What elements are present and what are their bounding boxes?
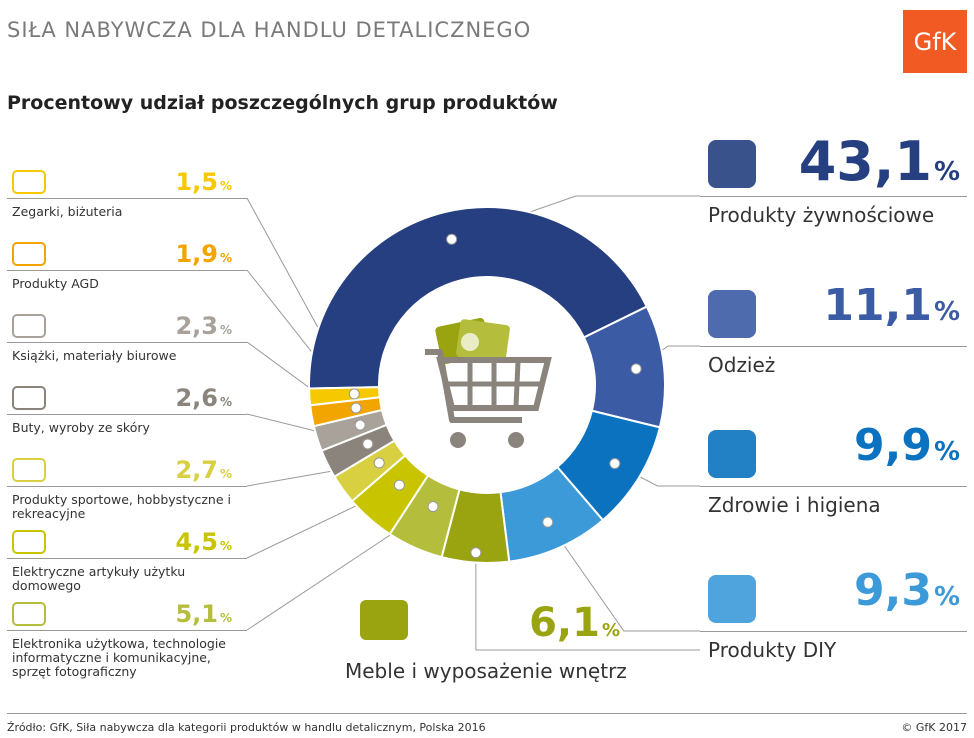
heart-bottle-icon — [708, 430, 756, 478]
left-pct-2: 2,3% — [175, 312, 232, 340]
dot-right-0 — [446, 233, 458, 245]
segment-11 — [308, 386, 381, 407]
dot-left-6 — [427, 501, 439, 513]
right-label-2: Zdrowie i higiena — [708, 493, 881, 517]
left-divider-2 — [7, 342, 247, 343]
left-divider-5 — [7, 558, 247, 559]
bag-shoe-icon — [12, 386, 46, 410]
left-divider-4 — [7, 486, 247, 487]
left-divider-1 — [7, 270, 247, 271]
dot-left-0 — [348, 388, 360, 400]
chart-subtitle: Procentowy udział poszczególnych grup pr… — [7, 92, 558, 114]
footer-divider — [7, 713, 967, 714]
furniture-pct: 6,1% — [529, 600, 620, 646]
dot-left-4 — [373, 457, 385, 469]
armchair-wardrobe-icon — [360, 600, 408, 640]
milk-bread-icon — [708, 140, 756, 188]
dot-left-5 — [393, 479, 405, 491]
left-label-0: Zegarki, biżuteria — [12, 204, 123, 219]
furniture-label: Meble i wyposażenie wnętrz — [345, 659, 627, 683]
right-divider-2 — [700, 486, 967, 487]
right-divider-3 — [700, 631, 967, 632]
footer-copyright: © GfK 2017 — [901, 721, 967, 734]
segment-0 — [308, 206, 649, 390]
dot-right-3 — [542, 516, 554, 528]
leader-right-3 — [547, 521, 700, 632]
left-pct-3: 2,6% — [175, 384, 232, 412]
dot-bottom — [470, 547, 482, 559]
right-pct-1: 11,1% — [823, 280, 960, 331]
dot-right-2 — [609, 458, 621, 470]
shopping-cart-icon — [425, 317, 552, 448]
left-pct-1: 1,9% — [175, 240, 232, 268]
washing-machine-icon — [12, 242, 46, 266]
left-pct-0: 1,5% — [175, 168, 232, 196]
dress-shirt-icon — [708, 290, 756, 338]
gfk-logo: GfK — [903, 10, 967, 73]
tv-camera-icon — [12, 602, 46, 626]
page-title: SIŁA NABYWCZA DLA HANDLU DETALICZNEGO — [7, 18, 532, 42]
dot-left-3 — [362, 438, 374, 450]
right-pct-0: 43,1% — [798, 130, 960, 193]
left-pct-6: 5,1% — [175, 600, 232, 628]
bicycle-icon — [12, 458, 46, 482]
footer-source: Źródło: GfK, Siła nabywcza dla kategorii… — [7, 721, 486, 734]
right-divider-1 — [700, 346, 967, 347]
books-binders-icon — [12, 314, 46, 338]
iron-icon — [12, 530, 46, 554]
left-pct-5: 4,5% — [175, 528, 232, 556]
left-label-5: Elektryczne artykuły użytku domowego — [12, 564, 186, 593]
right-pct-2: 9,9% — [853, 420, 960, 471]
left-label-3: Buty, wyroby ze skóry — [12, 420, 150, 435]
dot-right-1 — [630, 363, 642, 375]
left-label-6: Elektronika użytkowa, technologie inform… — [12, 636, 226, 679]
right-pct-3: 9,3% — [853, 565, 960, 616]
dot-left-2 — [354, 419, 366, 431]
left-pct-4: 2,7% — [175, 456, 232, 484]
left-divider-0 — [7, 198, 247, 199]
left-label-1: Produkty AGD — [12, 276, 99, 291]
right-label-1: Odzież — [708, 353, 776, 377]
right-label-0: Produkty żywnościowe — [708, 203, 935, 227]
left-divider-6 — [7, 630, 247, 631]
left-label-2: Książki, materiały biurowe — [12, 348, 177, 363]
donut-segments — [308, 206, 666, 564]
watch-jewelry-icon — [12, 170, 46, 194]
left-divider-3 — [7, 414, 247, 415]
right-divider-0 — [700, 196, 967, 197]
dot-left-1 — [350, 402, 362, 414]
right-label-3: Produkty DIY — [708, 638, 837, 662]
left-label-4: Produkty sportowe, hobbystyczne i rekrea… — [12, 492, 231, 521]
scissors-tools-icon — [708, 575, 756, 623]
leader-dots — [348, 233, 642, 559]
